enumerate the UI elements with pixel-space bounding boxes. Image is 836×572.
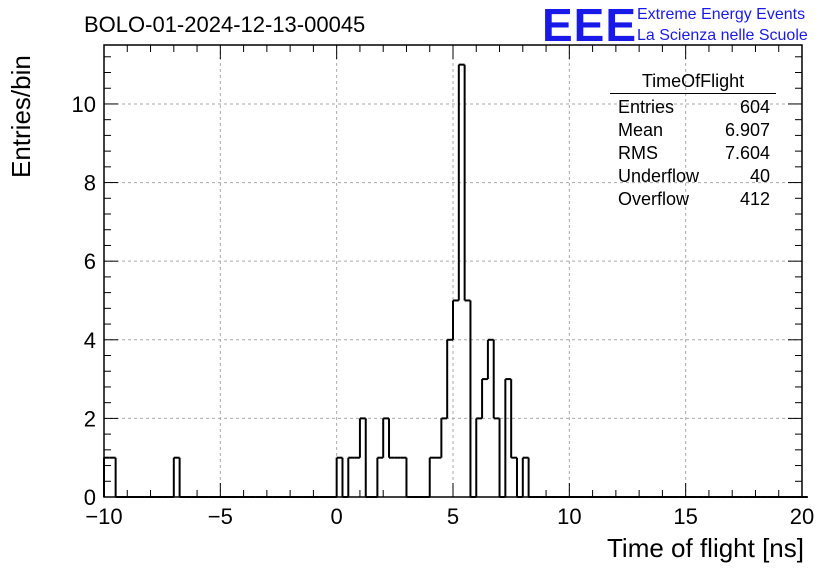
histogram-bin bbox=[446, 338, 453, 419]
histogram-bin bbox=[527, 457, 535, 498]
histogram-bin bbox=[114, 457, 122, 498]
histogram-bin bbox=[364, 418, 372, 498]
stats-value: 40 bbox=[749, 166, 770, 186]
stats-row-mean: Mean 6.907 bbox=[610, 119, 776, 142]
x-tick-label: 10 bbox=[557, 504, 581, 529]
histogram-bin bbox=[440, 417, 448, 458]
y-tick-label: 4 bbox=[84, 328, 96, 353]
histogram-bin bbox=[492, 339, 500, 420]
histogram-bin bbox=[428, 456, 436, 497]
stats-label: Overflow bbox=[618, 189, 690, 209]
histogram-bin bbox=[388, 418, 395, 459]
histogram-bin bbox=[347, 456, 355, 497]
histogram-bin bbox=[452, 299, 459, 340]
y-axis-label: Entries/bin bbox=[6, 55, 36, 178]
x-tick-label: 5 bbox=[447, 504, 459, 529]
histogram-bin bbox=[103, 456, 110, 497]
stats-value: 7.604 bbox=[724, 143, 770, 163]
x-axis-label: Time of flight [ns] bbox=[607, 533, 804, 563]
histogram-bin bbox=[463, 64, 471, 302]
stats-title: TimeOfFlight bbox=[610, 70, 776, 94]
stats-label: Mean bbox=[618, 120, 664, 140]
logo-caption-line2: La Scienza nelle Scuole bbox=[637, 27, 808, 44]
y-tick-label: 6 bbox=[84, 249, 96, 274]
histogram-bin bbox=[405, 457, 413, 498]
stats-value: 412 bbox=[739, 189, 770, 209]
x-tick-label: 0 bbox=[331, 504, 343, 529]
axes: −10 −5 0 5 10 15 20 0 2 4 6 8 10 bbox=[72, 44, 814, 529]
histogram-bin bbox=[475, 417, 483, 497]
histogram-bin bbox=[376, 456, 384, 497]
stats-row-underflow: Underflow 40 bbox=[610, 165, 776, 188]
stats-row-rms: RMS 7.604 bbox=[610, 142, 776, 165]
stats-value: 6.907 bbox=[724, 120, 770, 140]
stats-label: RMS bbox=[618, 143, 658, 163]
histogram-bin bbox=[178, 457, 186, 498]
stats-box: TimeOfFlight Entries 604 Mean 6.907 RMS … bbox=[610, 70, 776, 211]
stats-label: Entries bbox=[618, 97, 675, 117]
stats-row-overflow: Overflow 412 bbox=[610, 188, 776, 211]
histogram-bin bbox=[481, 378, 488, 419]
y-tick-label: 10 bbox=[72, 92, 96, 117]
y-tick-label: 0 bbox=[84, 485, 96, 510]
y-tick-label: 8 bbox=[84, 171, 96, 196]
logo-caption: Extreme Energy Events La Scienza nelle S… bbox=[637, 4, 808, 46]
x-tick-label: −10 bbox=[85, 504, 122, 529]
stats-row-entries: Entries 604 bbox=[610, 96, 776, 119]
x-tick-label: 20 bbox=[790, 504, 814, 529]
y-tick-label: 2 bbox=[84, 406, 96, 431]
x-tick-label: −5 bbox=[208, 504, 233, 529]
stats-label: Underflow bbox=[618, 166, 700, 186]
plot-title: BOLO-01-2024-12-13-00045 bbox=[84, 12, 366, 37]
stats-value: 604 bbox=[739, 97, 770, 117]
eee-logo: EEE bbox=[542, 0, 638, 51]
logo-caption-line1: Extreme Energy Events bbox=[637, 6, 806, 23]
x-tick-label: 15 bbox=[673, 504, 697, 529]
